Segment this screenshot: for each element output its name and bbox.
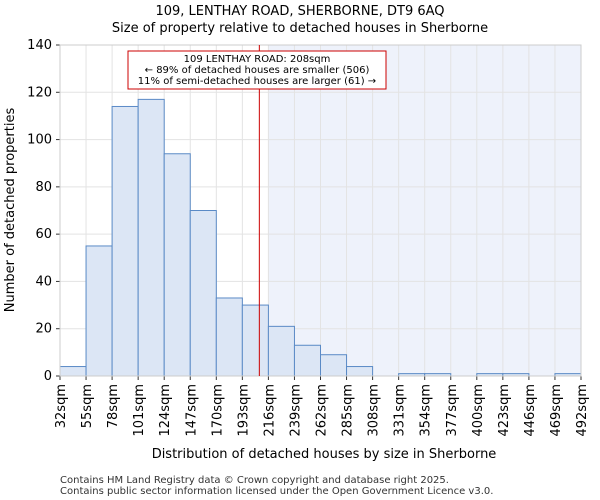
bar-285sqm — [346, 366, 374, 377]
annotation-line-1: 109 LENTHAY ROAD: 208sqm — [184, 54, 331, 65]
chart-title: 109, LENTHAY ROAD, SHERBORNE, DT9 6AQ — [155, 4, 444, 19]
bar-147sqm — [189, 210, 217, 377]
annotation-box — [127, 50, 387, 90]
chart-subtitle: Size of property relative to detached ho… — [112, 21, 488, 36]
annotation-line-3: 11% of semi-detached houses are larger (… — [138, 76, 376, 87]
y-tick-label: 120 — [27, 85, 52, 100]
y-tick-label: 100 — [27, 133, 52, 148]
x-tick-label: 469sqm — [549, 384, 564, 437]
bars — [59, 98, 582, 377]
bar-239sqm — [293, 344, 322, 377]
bar-78sqm — [111, 105, 139, 377]
x-tick-label: 423sqm — [497, 384, 512, 437]
x-tick-label: 147sqm — [184, 384, 199, 437]
bar-32sqm — [59, 366, 87, 377]
property-annotation: 109 LENTHAY ROAD: 208sqm ← 89% of detach… — [127, 50, 387, 90]
y-tick-label: 140 — [27, 38, 52, 53]
x-tick-label: 308sqm — [367, 384, 382, 437]
bar-262sqm — [320, 354, 348, 377]
plot-frame — [59, 44, 582, 377]
x-tick-label: 216sqm — [262, 384, 277, 437]
x-tick-label: 239sqm — [288, 384, 303, 437]
y-tick-label: 20 — [35, 322, 52, 337]
footer-line-1: Contains HM Land Registry data © Crown c… — [60, 475, 449, 486]
x-tick-label: 170sqm — [210, 384, 225, 437]
x-tick-label: 124sqm — [158, 384, 173, 437]
y-tick-label: 0 — [44, 369, 52, 384]
bar-193sqm — [241, 304, 269, 377]
x-tick-label: 193sqm — [236, 384, 251, 437]
x-tick-label: 262sqm — [315, 384, 330, 437]
x-axis-label: Distribution of detached houses by size … — [152, 447, 497, 462]
x-axis-ticks: 32sqm 55sqm 78sqm 101sqm 124sqm 147sqm 170sqm 1… — [54, 376, 590, 437]
x-tick-label: 400sqm — [471, 384, 486, 437]
y-tick-label: 60 — [35, 227, 52, 242]
x-tick-label: 354sqm — [419, 384, 434, 437]
bar-170sqm — [215, 297, 243, 377]
x-tick-label: 377sqm — [445, 384, 460, 437]
y-tick-label: 40 — [35, 274, 52, 289]
bar-101sqm — [137, 98, 165, 377]
bar-124sqm — [163, 153, 191, 377]
footer-line-2: Contains public sector information licen… — [60, 486, 493, 497]
x-tick-label: 285sqm — [341, 384, 356, 437]
x-tick-label: 101sqm — [132, 384, 147, 437]
x-tick-label: 446sqm — [523, 384, 538, 437]
x-tick-label: 78sqm — [106, 384, 121, 428]
annotation-line-2: ← 89% of detached houses are smaller (50… — [145, 65, 370, 76]
bar-216sqm — [267, 325, 295, 377]
x-tick-label: 492sqm — [575, 384, 590, 437]
bar-55sqm — [85, 245, 113, 377]
y-axis-ticks: 0 20 40 60 80 100 120 140 — [27, 38, 60, 384]
x-tick-label: 331sqm — [393, 384, 408, 437]
x-tick-label: 32sqm — [54, 384, 69, 428]
x-tick-label: 55sqm — [80, 384, 95, 428]
y-axis-label: Number of detached properties — [3, 108, 18, 313]
y-tick-label: 80 — [35, 180, 52, 195]
